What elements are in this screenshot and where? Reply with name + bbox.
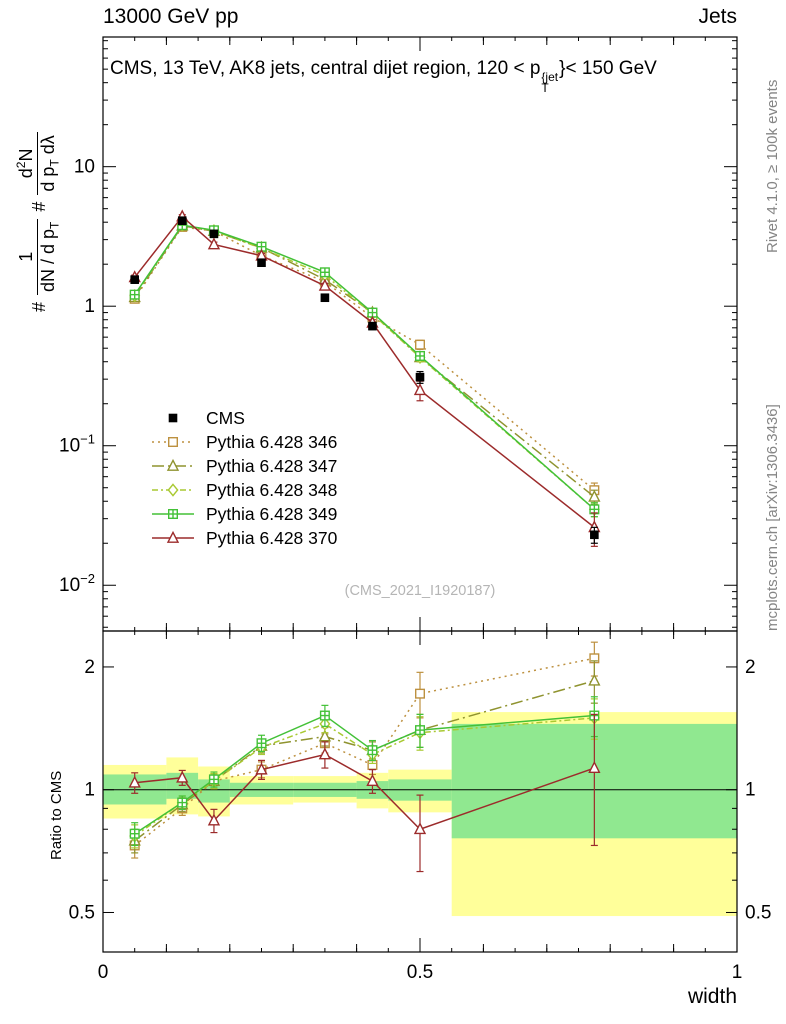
legend-label: Pythia 6.428 346 bbox=[206, 431, 338, 452]
svg-text:2: 2 bbox=[745, 657, 756, 678]
legend-label: Pythia 6.428 370 bbox=[206, 527, 338, 548]
legend-item-pythia-349: Pythia 6.428 349 bbox=[150, 502, 337, 526]
legend: CMS Pythia 6.428 346 Pythia 6.428 347 Py… bbox=[150, 406, 337, 550]
legend-swatch bbox=[150, 529, 196, 547]
ylabel-frac1-denominator: dN / d pT bbox=[37, 221, 62, 292]
svg-text:0: 0 bbox=[98, 962, 109, 983]
legend-item-pythia-347: Pythia 6.428 347 bbox=[150, 454, 337, 478]
legend-marker-icon bbox=[152, 436, 194, 448]
plot-title-suffix: }< 150 GeV bbox=[559, 58, 657, 79]
legend-marker-icon bbox=[152, 508, 194, 520]
legend-marker-icon bbox=[168, 413, 178, 423]
legend-label: Pythia 6.428 347 bbox=[206, 455, 338, 476]
legend-item-pythia-348: Pythia 6.428 348 bbox=[150, 478, 337, 502]
legend-swatch bbox=[150, 481, 196, 499]
svg-text:0.5: 0.5 bbox=[407, 962, 433, 983]
legend-item-pythia-346: Pythia 6.428 346 bbox=[150, 430, 337, 454]
ylabel-fraction-1: 1 dN / d pT bbox=[15, 218, 62, 295]
legend-swatch bbox=[150, 505, 196, 523]
ylabel-fraction-2: d2N d pT dλ bbox=[14, 132, 62, 195]
legend-item-pythia-370: Pythia 6.428 370 bbox=[150, 526, 337, 550]
ylabel-hash-1: # bbox=[28, 301, 49, 312]
legend-label: CMS bbox=[206, 407, 245, 428]
legend-label: Pythia 6.428 348 bbox=[206, 479, 338, 500]
ylabel-frac2-denominator: d pT dλ bbox=[38, 135, 62, 192]
legend-label: Pythia 6.428 349 bbox=[206, 503, 338, 524]
legend-swatch bbox=[150, 409, 196, 427]
svg-text:0.5: 0.5 bbox=[745, 902, 771, 923]
legend-swatch bbox=[150, 433, 196, 451]
ylabel-hash-2: # bbox=[28, 201, 49, 212]
plot-title-prefix: CMS, 13 TeV, AK8 jets, central dijet reg… bbox=[110, 58, 541, 79]
legend-item-cms: CMS bbox=[150, 406, 337, 430]
svg-text:1: 1 bbox=[745, 780, 756, 801]
plot-title: CMS, 13 TeV, AK8 jets, central dijet reg… bbox=[110, 58, 750, 95]
svg-text:2: 2 bbox=[84, 657, 95, 678]
svg-text:10: 10 bbox=[74, 157, 95, 178]
legend-marker-icon bbox=[152, 458, 194, 471]
svg-text:10−2: 10−2 bbox=[59, 571, 95, 596]
plot-title-supsub: {jet T bbox=[541, 70, 559, 96]
analysis-id-watermark: (CMS_2021_I1920187) bbox=[344, 583, 496, 599]
legend-swatch bbox=[150, 457, 196, 475]
legend-marker-icon bbox=[152, 530, 194, 543]
x-axis-label: width bbox=[687, 985, 737, 1008]
mcplots-reference-label: mcplots.cern.ch [arXiv:1306.3436] bbox=[764, 404, 781, 631]
svg-text:1: 1 bbox=[732, 962, 743, 983]
rivet-version-label: Rivet 4.1.0, ≥ 100k events bbox=[764, 79, 781, 253]
ylabel-frac1-numerator: 1 bbox=[15, 218, 38, 295]
svg-text:0.5: 0.5 bbox=[69, 902, 95, 923]
svg-text:1: 1 bbox=[84, 296, 95, 317]
plot-title-sub: T bbox=[541, 81, 549, 96]
svg-text:10−1: 10−1 bbox=[59, 432, 95, 457]
svg-text:1: 1 bbox=[84, 780, 95, 801]
ylabel-frac2-numerator: d2N bbox=[14, 132, 39, 195]
beam-energy-label: 13000 GeV pp bbox=[103, 5, 239, 28]
legend-marker-icon bbox=[152, 483, 194, 497]
y-axis-label: # 1 dN / d pT # d2N d pT dλ bbox=[10, 132, 68, 312]
analysis-group-label: Jets bbox=[698, 5, 737, 28]
ratio-axis-label: Ratio to CMS bbox=[48, 770, 65, 860]
plot-title-sup: {jet bbox=[541, 70, 559, 84]
